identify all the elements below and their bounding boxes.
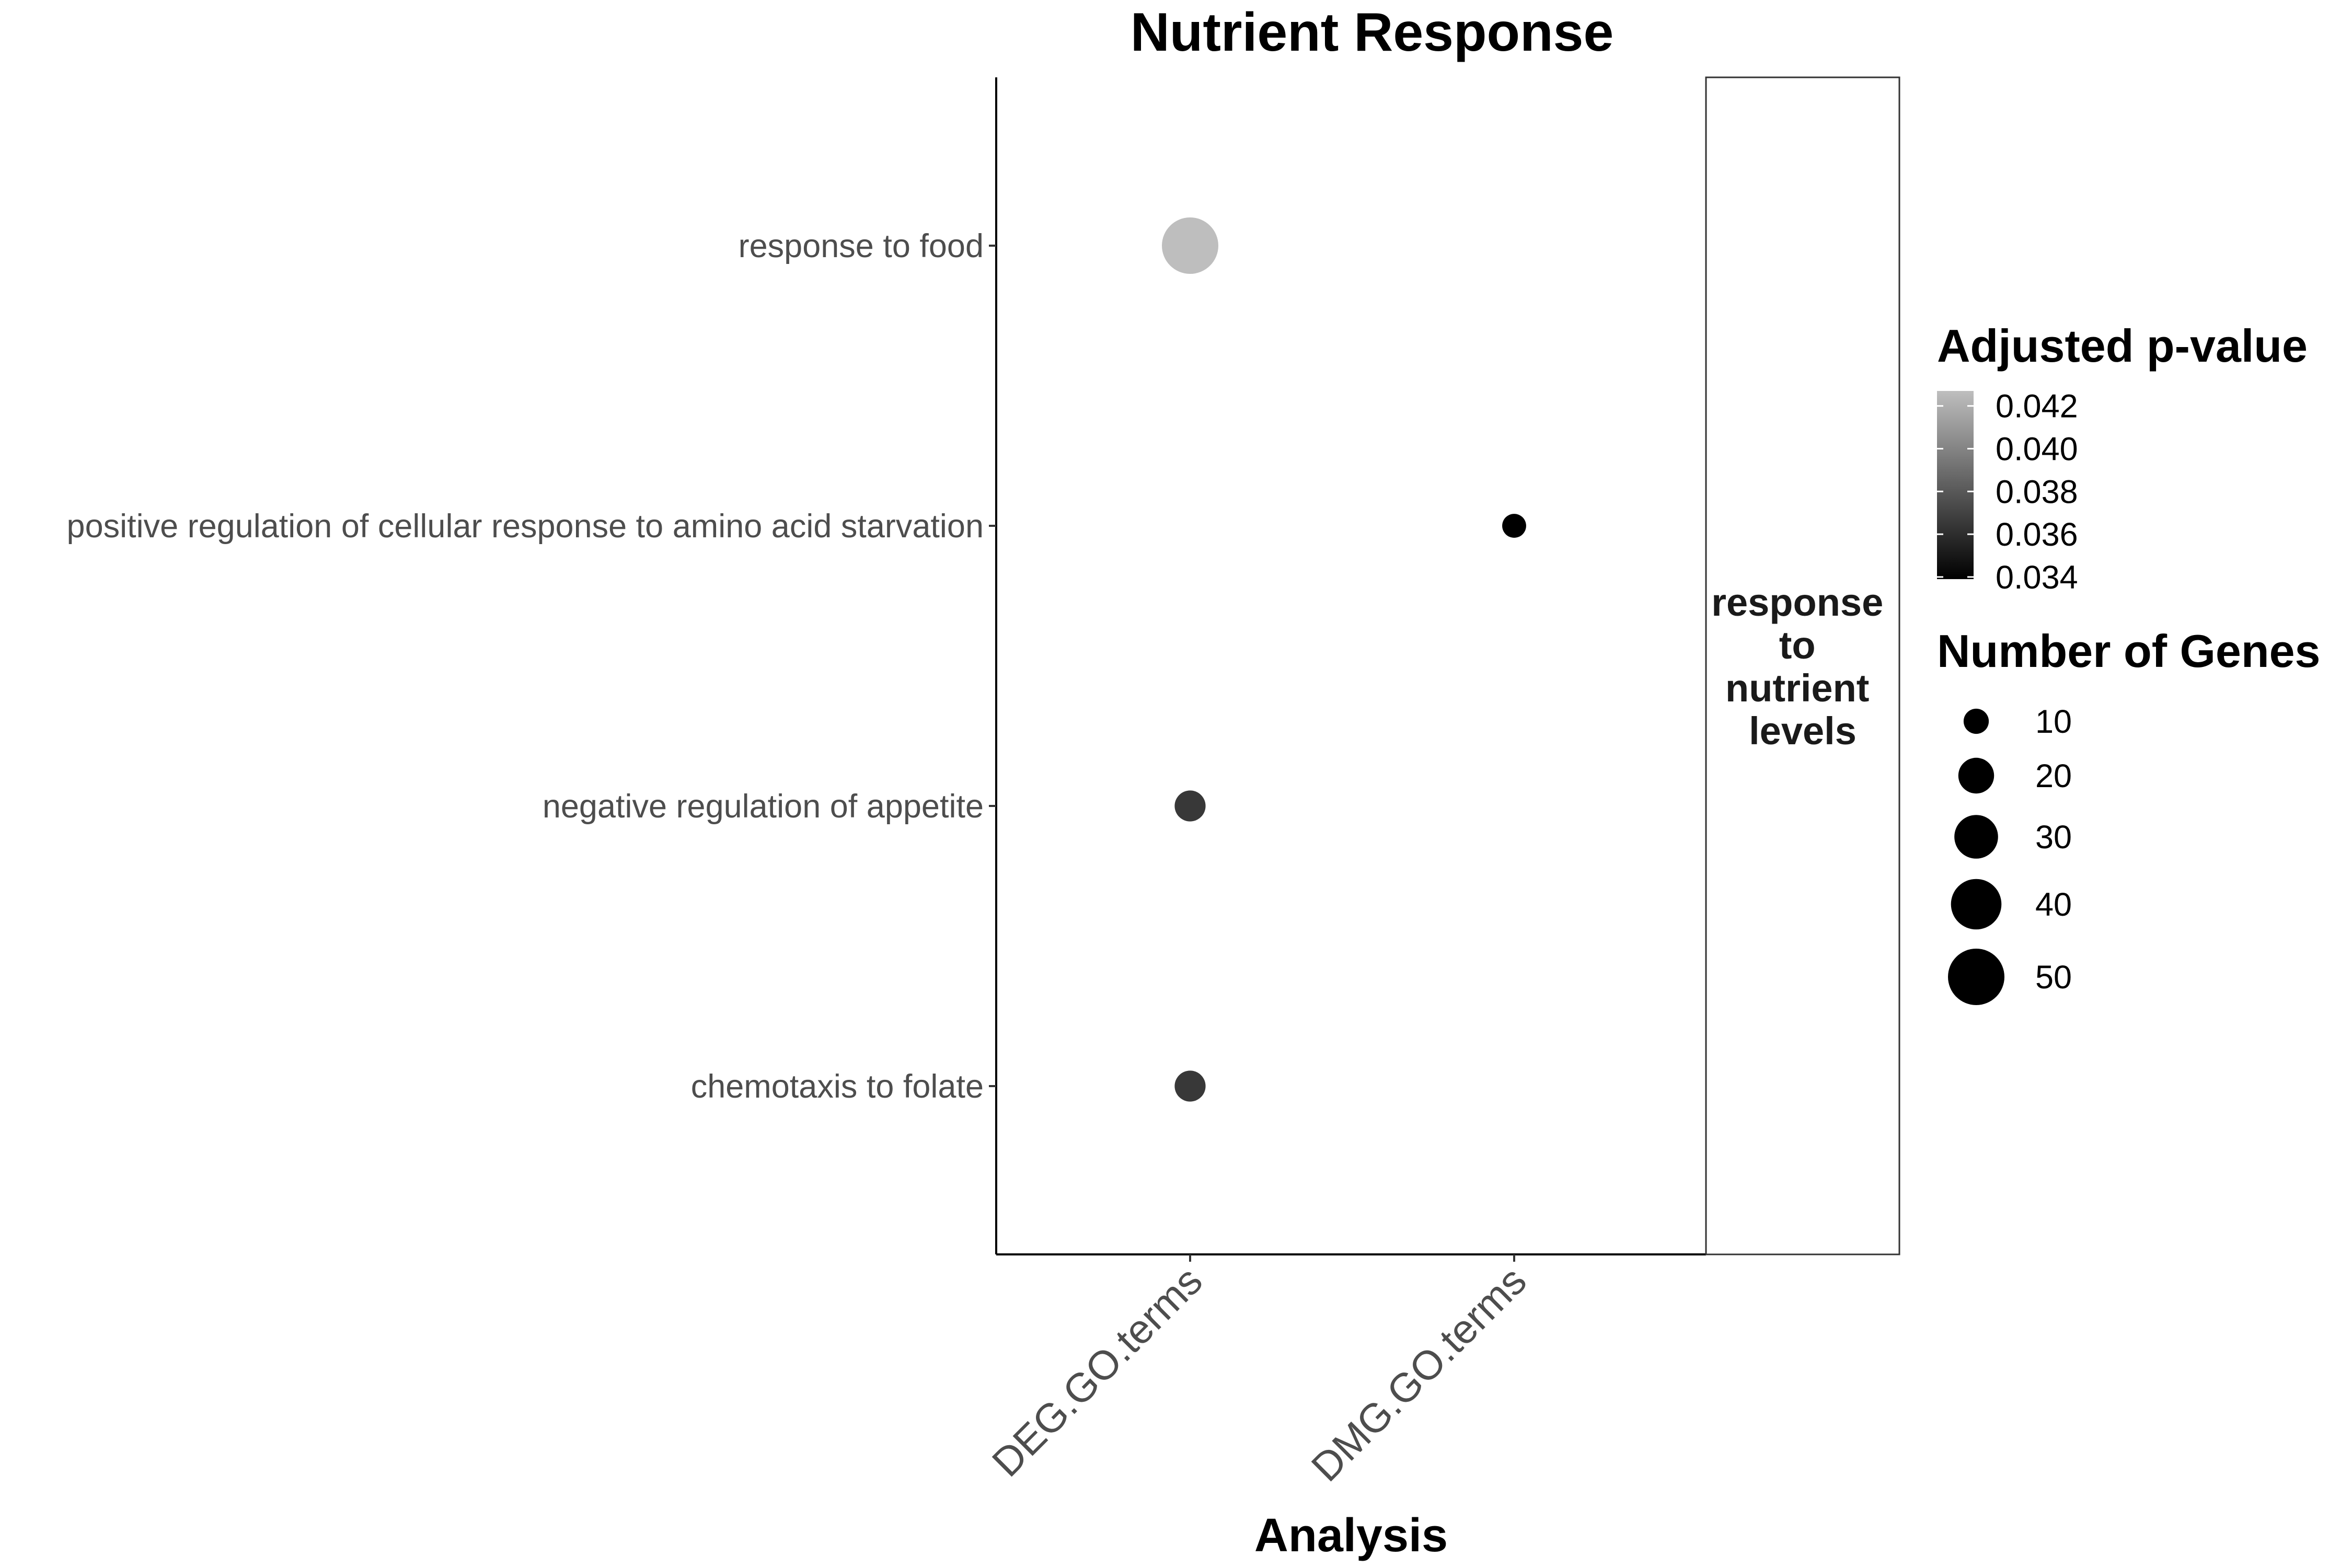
data-point-response-to-food [1162,217,1218,274]
facet-strip-label-line-4: levels [1749,709,1857,753]
plot-panel [995,77,1706,1255]
color-legend-label: 0.040 [1996,431,2078,467]
size-legend-items: 10 20 30 40 50 [1948,704,2072,1005]
y-axis-ticks: response to food positive regulation of c… [67,228,996,1105]
x-axis-title: Analysis [1254,1509,1448,1562]
size-legend-label: 20 [2035,758,2072,794]
size-legend-label: 30 [2035,819,2072,856]
facet-strip-label-line-3: nutrient [1725,666,1869,710]
size-legend-key [1951,879,2002,930]
size-legend-label: 50 [2035,959,2072,996]
color-legend-label: 0.036 [1996,516,2078,553]
size-legend-key [1958,757,1994,794]
y-tick-label-positive-regulation-of-cellular-response-to-amino-acid-starvation: positive regulation of cellular response… [67,508,984,545]
color-legend-label: 0.042 [1996,388,2078,425]
x-axis-ticks: DEG.GO.terms DMG.GO.terms [983,1254,1535,1490]
facet-strip-label-line-2: to [1779,624,1816,667]
x-tick-label-deg-go-terms: DEG.GO.terms [983,1258,1211,1485]
y-tick-label-negative-regulation-of-appetite: negative regulation of appetite [543,788,984,825]
size-legend-title: Number of Genes [1937,625,2320,677]
facet-strip: response to nutrient levels [1705,76,1900,1255]
size-legend-label: 10 [2035,704,2072,740]
y-tick-label-response-to-food: response to food [739,228,984,264]
data-point-positive-regulation-of-cellular-response-to-amino-acid-starvation [1502,514,1526,538]
size-legend: Number of Genes 10 20 30 40 50 [1937,625,2320,1005]
color-legend: Adjusted p-value 0.0340.0360.0380.0400.0… [1937,320,2308,596]
y-tick-label-chemotaxis-to-folate: chemotaxis to folate [691,1068,984,1105]
data-points [1162,217,1526,1102]
chart-title: Nutrient Response [1131,2,1614,63]
size-legend-key [1963,708,1989,734]
data-point-chemotaxis-to-folate [1174,1070,1206,1102]
color-legend-title: Adjusted p-value [1937,320,2308,372]
size-legend-key [1948,949,2004,1005]
facet-strip-label: response to nutrient levels [1711,581,1894,753]
color-legend-label: 0.038 [1996,474,2078,510]
x-tick-label-dmg-go-terms: DMG.GO.terms [1302,1258,1535,1490]
data-point-negative-regulation-of-appetite [1174,790,1206,822]
color-legend-label: 0.034 [1996,559,2078,596]
size-legend-key [1954,815,1998,859]
color-legend-ticks: 0.034 0.036 0.038 0.040 0.042 [1937,388,2078,596]
facet-strip-label-line-1: response [1711,581,1883,624]
color-legend-bar [1937,391,1974,579]
facet-strip-box [1705,76,1900,1255]
size-legend-label: 40 [2035,886,2072,923]
